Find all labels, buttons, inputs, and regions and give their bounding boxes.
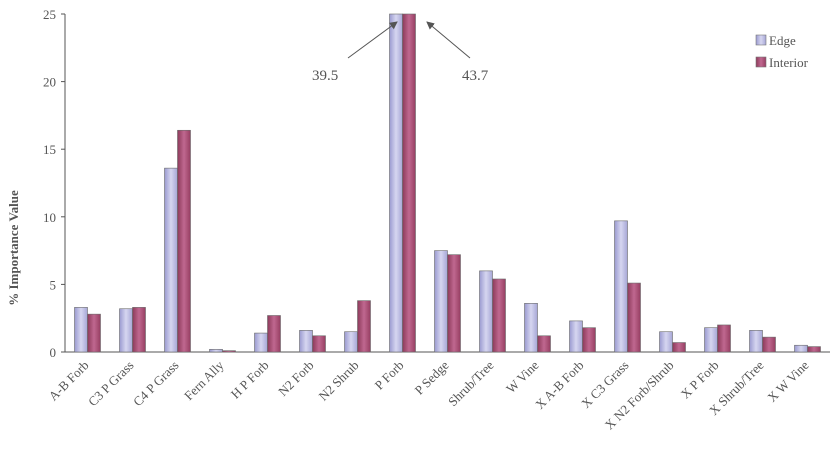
chart-bars (74, 13, 821, 353)
bar-interior-x-p-forb (717, 324, 731, 353)
bar-interior-p-forb (402, 13, 416, 353)
y-tick-label: 0 (50, 345, 57, 360)
bar-interior-n2-shrub (357, 300, 371, 353)
bar-interior-x-c3-grass (627, 282, 641, 353)
bar-interior-p-sedge (447, 254, 461, 353)
x-tick-label: W Vine (503, 357, 542, 396)
bar-edge-w-vine (524, 303, 538, 353)
bar-edge-x-c3-grass (614, 220, 628, 353)
bar-edge-x-a-b-forb (569, 320, 583, 353)
bar-edge-n2-forb (299, 330, 313, 353)
bar-edge-a-b-forb (74, 307, 88, 353)
bar-edge-shrub-tree (479, 270, 493, 353)
x-tick-label: P Sedge (411, 357, 451, 397)
bar-edge-x-shrub-tree (749, 330, 763, 353)
bar-edge-fern-ally (209, 348, 223, 353)
legend-swatch-edge (755, 34, 767, 46)
bar-interior-a-b-forb (87, 313, 101, 353)
bar-edge-h-p-forb (254, 332, 268, 353)
bar-interior-h-p-forb (267, 315, 281, 353)
x-tick-label: C3 P Grass (85, 358, 137, 410)
x-tick-label: N2 Forb (275, 358, 317, 400)
bar-edge-x-n2-forb-shrub (659, 331, 673, 353)
y-tick-label: 20 (43, 75, 56, 90)
chart-legend: Edge Interior (755, 33, 809, 70)
x-tick-label: H P Forb (228, 358, 272, 402)
bar-interior-c4-p-grass (177, 129, 191, 353)
x-tick-label: C4 P Grass (130, 358, 182, 410)
y-tick-label: 25 (43, 7, 56, 22)
bar-interior-x-w-vine (807, 346, 821, 353)
x-tick-label: Shrub/Tree (445, 357, 497, 409)
x-tick-label: A-B Forb (46, 358, 92, 404)
y-tick-label: 5 (50, 277, 57, 292)
bar-edge-x-w-vine (794, 344, 808, 353)
bar-interior-shrub-tree (492, 278, 506, 353)
y-tick-label: 10 (43, 210, 56, 225)
x-tick-label: P Forb (372, 358, 407, 393)
annotation-arrow-interior (426, 21, 471, 59)
bar-edge-c3-p-grass (119, 308, 133, 353)
annotation-arrow-edge (347, 21, 398, 59)
bar-interior-x-shrub-tree (762, 336, 776, 353)
x-tick-label: X A-B Forb (532, 358, 587, 413)
bar-interior-w-vine (537, 335, 551, 353)
bar-edge-n2-shrub (344, 331, 358, 353)
bar-edge-p-sedge (434, 250, 448, 353)
annotation-interior-value: 43.7 (462, 68, 489, 84)
bar-interior-x-a-b-forb (582, 327, 596, 353)
y-axis-label: % Importance Value (6, 190, 21, 306)
bar-interior-c3-p-grass (132, 307, 146, 353)
annotation-edge-value: 39.5 (312, 68, 338, 84)
chart-annotations: 39.5 43.7 (312, 21, 489, 84)
bar-edge-p-forb (389, 13, 403, 353)
y-tick-label: 15 (43, 142, 56, 157)
x-tick-label: X W Vine (764, 357, 811, 404)
legend-label-interior: Interior (769, 55, 809, 70)
x-tick-label: N2 Shrub (316, 358, 362, 404)
legend-swatch-interior (755, 56, 767, 68)
bar-interior-n2-forb (312, 335, 326, 353)
bar-edge-c4-p-grass (164, 167, 178, 353)
bar-interior-x-n2-forb-shrub (672, 342, 686, 353)
bar-interior-fern-ally (222, 350, 236, 353)
x-tick-label: Fern Ally (181, 357, 227, 403)
y-axis-tick-labels: 0 5 10 15 20 25 (43, 7, 56, 360)
legend-label-edge: Edge (769, 33, 796, 48)
bar-edge-x-p-forb (704, 327, 718, 353)
x-tick-label: X P Forb (678, 358, 722, 402)
